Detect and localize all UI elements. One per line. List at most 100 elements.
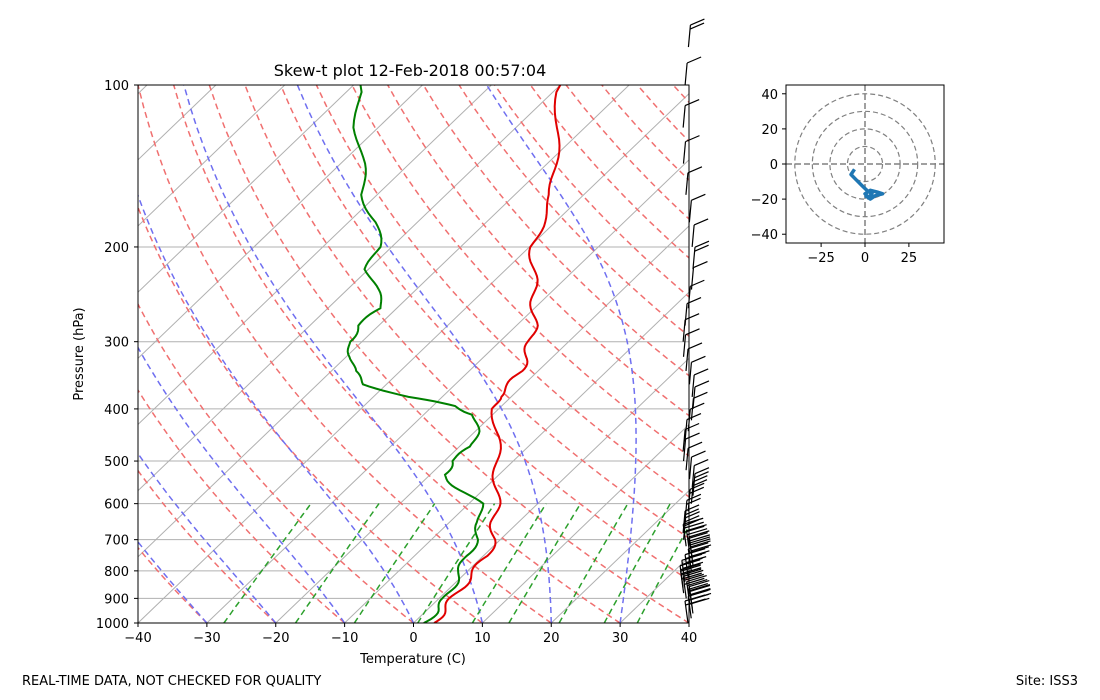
wind-barb <box>691 218 709 248</box>
plot-frame <box>137 84 690 624</box>
wind-barb <box>688 450 706 480</box>
wind-barb <box>691 368 709 397</box>
y-tick-label: 800 <box>104 565 129 580</box>
isotherm-line <box>206 159 689 623</box>
hodograph-x-tick-label: 0 <box>861 251 869 266</box>
wind-barbs <box>679 18 712 624</box>
wind-barb <box>684 413 702 442</box>
wind-barb <box>691 458 709 488</box>
dry-adiabat <box>138 205 483 623</box>
y-tick-label: 400 <box>104 403 129 418</box>
wind-barb <box>687 279 705 309</box>
hodograph-y-tick-label: −20 <box>751 193 778 208</box>
x-axis-ticks: −40 −30 −20 −10 0 10 20 30 40 <box>124 623 697 646</box>
isotherm-line <box>138 92 689 623</box>
moist-adiabat <box>688 619 689 623</box>
quality-disclaimer: REAL-TIME DATA, NOT CHECKED FOR QUALITY <box>22 674 322 689</box>
x-tick-label: −40 <box>124 631 151 646</box>
wind-barb <box>684 297 702 326</box>
site-label: Site: ISS3 <box>1015 674 1078 689</box>
y-tick-label: 1000 <box>96 617 129 632</box>
moist-adiabat <box>486 85 637 623</box>
x-tick-label: −20 <box>262 631 289 646</box>
hodograph-y-tick-label: 0 <box>770 158 778 173</box>
wind-barb <box>682 569 705 599</box>
wind-barb <box>688 193 706 223</box>
wind-barb <box>686 574 708 604</box>
x-tick-label: −30 <box>193 631 220 646</box>
x-axis-label: Temperature (C) <box>359 652 466 667</box>
y-axis-ticks: 100 200 300 400 500 600 700 800 900 1000 <box>96 79 138 632</box>
y-tick-label: 100 <box>104 79 129 94</box>
isotherm-line <box>550 489 689 623</box>
dry-adiabat <box>780 85 1100 623</box>
wind-barb <box>692 240 710 270</box>
hodograph: 40 20 0 −20 −40 −25 0 25 <box>751 84 945 266</box>
x-tick-label: 20 <box>543 631 560 646</box>
sounding-profiles <box>346 85 562 623</box>
dry-adiabat <box>138 302 414 623</box>
dry-adiabat <box>672 85 689 104</box>
hodograph-ring <box>811 110 919 218</box>
mixing-ratio-line <box>294 503 380 623</box>
wind-barb <box>684 56 702 86</box>
y-tick-label: 200 <box>104 241 129 256</box>
moist-adiabat <box>296 85 553 623</box>
temperature-line <box>433 85 562 623</box>
mixing-ratio-line <box>353 503 436 623</box>
wind-barb <box>682 504 700 533</box>
dry-adiabat <box>138 85 552 623</box>
wind-barb <box>682 432 700 462</box>
hodograph-ring <box>846 145 884 183</box>
dry-adiabats <box>138 85 1100 623</box>
dry-adiabat <box>745 85 1100 623</box>
dry-adiabat <box>138 469 277 623</box>
y-tick-label: 900 <box>104 592 129 607</box>
dry-adiabat <box>244 85 689 582</box>
hodograph-ring <box>829 128 901 200</box>
wind-barb <box>688 530 711 559</box>
dry-adiabat <box>315 85 689 498</box>
wind-barb <box>682 99 700 128</box>
wind-barb <box>692 380 710 409</box>
isotherm-line <box>138 85 423 360</box>
y-tick-label: 700 <box>104 534 129 549</box>
wind-barb <box>688 579 711 609</box>
moist-adiabat <box>183 85 484 623</box>
dry-adiabat <box>387 85 689 417</box>
isotherm-line <box>0 85 78 623</box>
isotherm-line <box>138 85 492 426</box>
moist-adiabat <box>138 540 208 623</box>
moist-adiabat <box>138 452 277 623</box>
dewpoint-line <box>346 85 485 623</box>
wind-barb <box>685 342 703 371</box>
wind-barb <box>686 524 708 553</box>
hodograph-x-tick-label: 25 <box>901 251 918 266</box>
hodograph-x-tick-label: −25 <box>807 251 834 266</box>
dry-adiabat <box>494 85 689 298</box>
wind-barb <box>682 135 700 164</box>
mixing-ratio-line <box>471 503 547 623</box>
isotherm-line <box>688 622 689 623</box>
mixing-ratio-line <box>223 503 312 623</box>
wind-barb <box>682 328 700 357</box>
x-tick-label: 40 <box>681 631 698 646</box>
dry-adiabat <box>709 85 1100 623</box>
wind-barb <box>688 355 706 385</box>
dry-adiabat <box>601 85 689 182</box>
y-tick-label: 300 <box>104 336 129 351</box>
moist-adiabats <box>138 85 689 623</box>
mixing-ratio-lines <box>223 503 689 623</box>
wind-barb <box>687 18 705 48</box>
mixing-ratio-line <box>417 503 496 623</box>
wind-barb <box>690 261 708 290</box>
dry-adiabat <box>351 85 689 457</box>
y-tick-label: 500 <box>104 455 129 470</box>
y-tick-label: 600 <box>104 498 129 513</box>
isotherm-line <box>482 423 689 623</box>
dry-adiabat <box>529 85 689 259</box>
hodograph-y-tick-label: 20 <box>761 123 778 138</box>
isotherm-line <box>0 85 9 623</box>
y-axis-label: Pressure (hPa) <box>72 307 87 400</box>
